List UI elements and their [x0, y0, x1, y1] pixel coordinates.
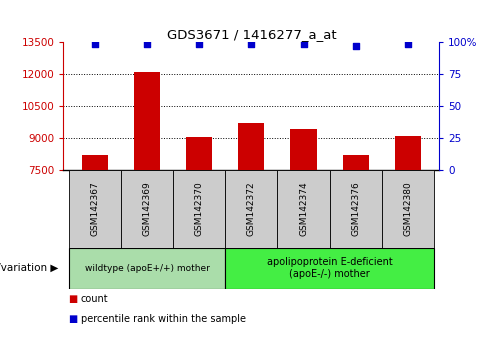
Text: percentile rank within the sample: percentile rank within the sample [81, 314, 245, 324]
Text: GSM142380: GSM142380 [404, 182, 412, 236]
Text: ■: ■ [68, 314, 78, 324]
Point [143, 41, 151, 47]
Bar [173, 170, 225, 248]
Bar [69, 248, 225, 289]
Text: genotype/variation ▶: genotype/variation ▶ [0, 263, 59, 273]
Text: GSM142374: GSM142374 [299, 182, 308, 236]
Bar [69, 170, 121, 248]
Point [352, 44, 360, 49]
Point [247, 41, 255, 47]
Text: GSM142370: GSM142370 [195, 182, 203, 236]
Text: GSM142372: GSM142372 [247, 182, 256, 236]
Bar [329, 170, 382, 248]
Title: GDS3671 / 1416277_a_at: GDS3671 / 1416277_a_at [166, 28, 336, 41]
Text: GSM142376: GSM142376 [351, 182, 360, 236]
Bar [277, 170, 329, 248]
Point [404, 41, 412, 47]
Bar [81, 155, 108, 170]
Bar [343, 155, 369, 170]
Text: ■: ■ [68, 294, 78, 304]
Point [91, 41, 99, 47]
Bar [382, 170, 434, 248]
Bar [290, 129, 317, 170]
Bar [134, 72, 160, 170]
Point [195, 41, 203, 47]
Bar [121, 170, 173, 248]
Text: GSM142367: GSM142367 [90, 182, 99, 236]
Bar [225, 248, 434, 289]
Text: apolipoprotein E-deficient
(apoE-/-) mother: apolipoprotein E-deficient (apoE-/-) mot… [267, 257, 392, 279]
Text: GSM142369: GSM142369 [142, 182, 151, 236]
Bar [225, 170, 277, 248]
Text: wildtype (apoE+/+) mother: wildtype (apoE+/+) mother [84, 264, 209, 273]
Bar [186, 137, 212, 170]
Bar [395, 136, 421, 170]
Point [300, 41, 307, 47]
Text: count: count [81, 294, 108, 304]
Bar [238, 123, 264, 170]
